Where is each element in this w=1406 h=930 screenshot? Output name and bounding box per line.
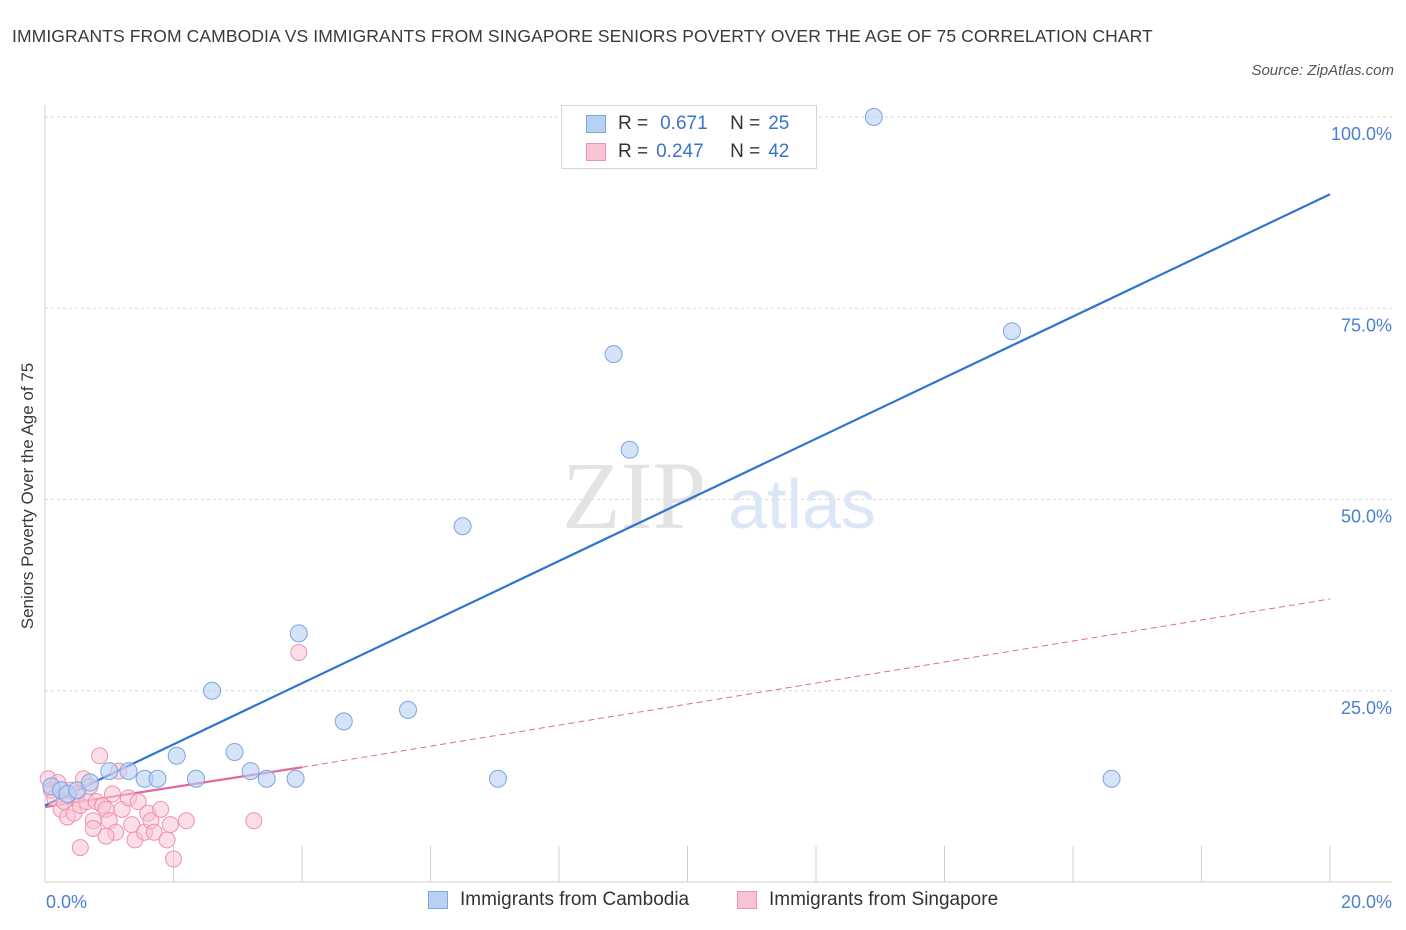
x-tick-label: 0.0% — [46, 892, 87, 912]
point-cambodia — [334, 712, 353, 731]
source-label: Source: ZipAtlas.com — [1251, 62, 1394, 79]
point-cambodia — [864, 108, 883, 126]
y-tick-label: 75.0% — [1341, 315, 1392, 335]
point-singapore — [152, 800, 170, 818]
legend-n-value: 25 — [768, 113, 790, 134]
correlation-legend: R = 0.671 N = 25 R = 0.247 N = 42 — [561, 105, 817, 169]
point-cambodia — [620, 440, 639, 459]
point-cambodia — [100, 762, 119, 781]
point-singapore — [165, 850, 182, 868]
point-singapore — [158, 831, 176, 849]
point-cambodia — [203, 681, 222, 700]
point-cambodia — [289, 624, 308, 643]
legend-swatch-cambodia — [428, 891, 448, 909]
legend-n-label: N = — [730, 141, 761, 162]
point-cambodia — [399, 700, 418, 719]
chart-title: IMMIGRANTS FROM CAMBODIA VS IMMIGRANTS F… — [12, 26, 1153, 46]
legend-r-label: R = — [618, 141, 649, 162]
point-cambodia — [488, 769, 507, 788]
point-singapore — [161, 816, 179, 834]
point-cambodia — [225, 742, 244, 761]
legend-row-cambodia: R = 0.671 N = 25 — [586, 112, 789, 136]
point-cambodia — [257, 769, 276, 788]
point-cambodia — [241, 762, 260, 781]
point-cambodia — [453, 517, 472, 536]
point-cambodia — [148, 769, 167, 788]
point-cambodia — [1002, 322, 1021, 341]
point-cambodia — [167, 746, 186, 765]
trend-line-cambodia — [44, 193, 1331, 807]
point-singapore — [177, 812, 195, 830]
point-singapore — [103, 785, 121, 803]
x-tick-label: 20.0% — [1341, 892, 1392, 912]
legend-item-cambodia[interactable]: Immigrants from Cambodia — [428, 889, 689, 911]
legend-label-cambodia: Immigrants from Cambodia — [460, 889, 690, 910]
point-cambodia — [186, 769, 205, 788]
y-tick-label: 25.0% — [1341, 698, 1392, 718]
point-singapore — [97, 827, 115, 845]
point-singapore — [84, 819, 102, 837]
point-singapore — [145, 823, 163, 841]
legend-r-label: R = — [618, 113, 649, 134]
y-tick-label: 50.0% — [1341, 507, 1392, 527]
legend-swatch-cambodia — [586, 115, 606, 133]
series-legend: Immigrants from Cambodia Immigrants from… — [0, 889, 1406, 915]
legend-n-label: N = — [730, 113, 761, 134]
legend-r-value: 0.247 — [656, 141, 704, 162]
legend-r-value: 0.671 — [660, 113, 708, 134]
point-cambodia — [604, 345, 623, 364]
point-singapore — [129, 793, 147, 811]
point-singapore — [91, 747, 109, 765]
legend-swatch-singapore — [586, 143, 606, 161]
point-singapore — [71, 839, 89, 857]
legend-item-singapore[interactable]: Immigrants from Singapore — [737, 889, 998, 911]
y-tick-label: 100.0% — [1331, 124, 1392, 144]
watermark-zip: ZIP — [562, 442, 706, 549]
legend-row-singapore: R = 0.247 N = 42 — [586, 140, 789, 164]
point-cambodia — [80, 773, 99, 792]
legend-swatch-singapore — [737, 891, 757, 909]
legend-label-singapore: Immigrants from Singapore — [769, 889, 999, 910]
point-singapore — [245, 812, 263, 830]
legend-n-value: 42 — [768, 141, 790, 162]
point-cambodia — [286, 769, 305, 788]
trend-line-singapore-extension — [301, 598, 1331, 768]
point-cambodia — [119, 762, 138, 781]
point-cambodia — [1102, 769, 1121, 788]
point-singapore — [290, 644, 308, 661]
watermark-atlas: atlas — [728, 465, 876, 543]
